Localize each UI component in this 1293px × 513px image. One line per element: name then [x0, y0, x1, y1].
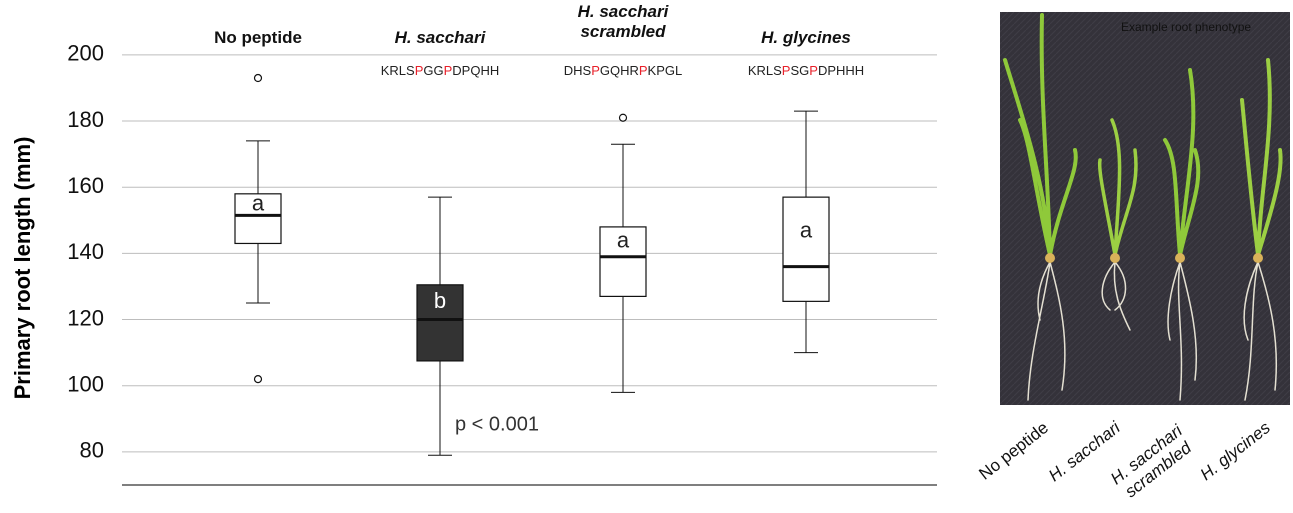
- category-label: No peptide: [188, 28, 328, 48]
- sequence: KRLSPSGPDPHHH: [748, 63, 864, 78]
- sequence-part: P: [591, 63, 600, 78]
- sequence-part: GG: [423, 63, 443, 78]
- y-tick-label: 120: [67, 305, 104, 330]
- y-tick-label: 100: [67, 372, 104, 397]
- y-tick-label: 80: [80, 438, 104, 463]
- category-label: H. sacchari scrambled: [553, 2, 693, 42]
- sequence-part: P: [415, 63, 424, 78]
- page: Primary root length (mm) Example root ph…: [0, 0, 1293, 513]
- category-label: H. glycines: [736, 28, 876, 48]
- sequence-part: P: [639, 63, 648, 78]
- sequence-part: DHS: [564, 63, 592, 78]
- photo-caption: Example root phenotype: [1121, 20, 1251, 34]
- sequence: DHSPGQHRPKPGL: [564, 63, 682, 78]
- sequence-part: P: [782, 63, 791, 78]
- sequence-part: DPQHH: [452, 63, 499, 78]
- sequence-part: P: [809, 63, 818, 78]
- y-tick-label: 200: [67, 41, 104, 66]
- sequence-part: KRLS: [748, 63, 782, 78]
- outlier: [255, 75, 262, 82]
- sequence-part: P: [444, 63, 453, 78]
- sequence-part: KRLS: [381, 63, 415, 78]
- group-letter: a: [800, 218, 813, 243]
- sequence-part: SG: [790, 63, 809, 78]
- outlier: [620, 114, 627, 121]
- y-axis-label: Primary root length (mm): [10, 137, 35, 400]
- group-letter: a: [617, 228, 630, 253]
- sequence: KRLSPGGPDPQHH: [381, 63, 500, 78]
- y-tick-label: 160: [67, 173, 104, 198]
- outlier: [255, 376, 262, 383]
- y-tick-label: 180: [67, 107, 104, 132]
- sequence-part: DPHHH: [818, 63, 864, 78]
- group-letter: b: [434, 288, 446, 313]
- annotation: p < 0.001: [455, 413, 539, 435]
- group-letter: a: [252, 190, 265, 215]
- category-label: H. sacchari: [370, 28, 510, 48]
- photo: Example root phenotype: [1000, 12, 1290, 405]
- y-tick-label: 140: [67, 239, 104, 264]
- box: [783, 197, 829, 301]
- sequence-part: GQHR: [600, 63, 639, 78]
- sequence-part: KPGL: [648, 63, 683, 78]
